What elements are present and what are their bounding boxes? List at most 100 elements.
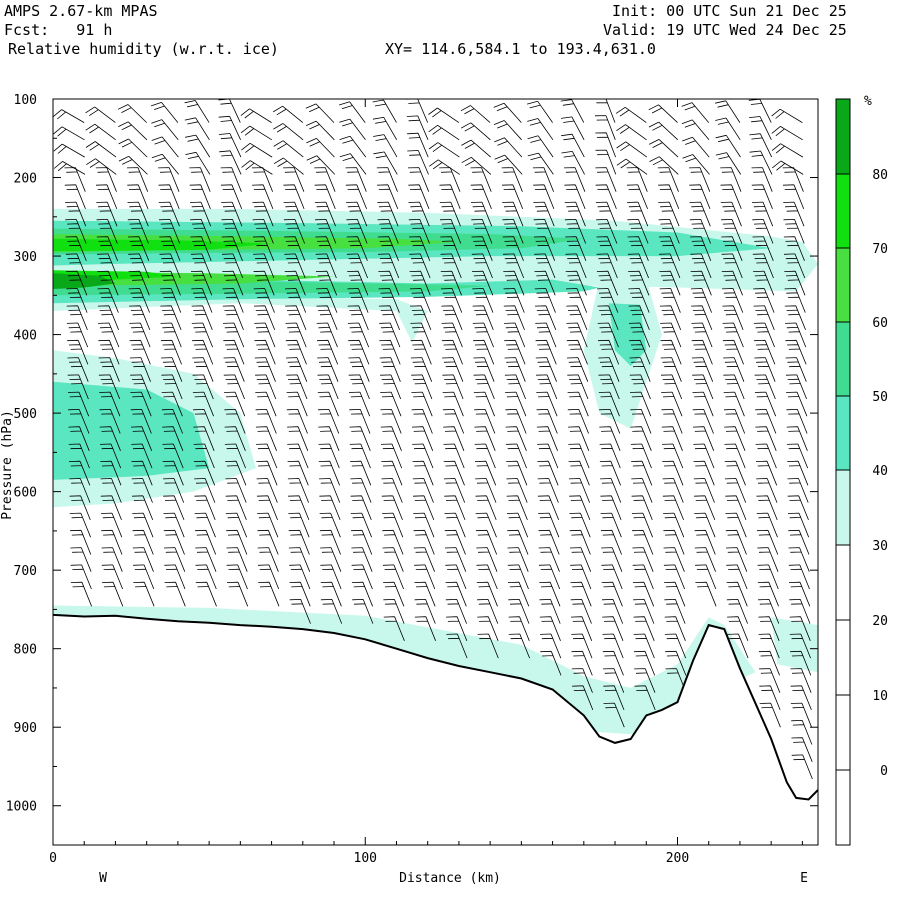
wind-barb [218, 99, 241, 123]
wind-barb [160, 322, 182, 348]
wind-barb [603, 702, 625, 728]
wind-barb [445, 564, 467, 590]
wind-barb [751, 184, 773, 210]
wind-barb [567, 409, 589, 434]
wind-barb [690, 236, 712, 261]
wind-barb [726, 581, 748, 607]
wind-barb [441, 322, 463, 348]
wind-barb [442, 391, 464, 417]
wind-barb [85, 106, 116, 123]
wind-barb [503, 305, 525, 331]
wind-barb-column [715, 100, 749, 659]
wind-barb [99, 443, 122, 469]
wind-barb [131, 478, 153, 503]
wind-barb [351, 581, 373, 607]
wind-barb [218, 133, 242, 158]
wind-barb [501, 184, 524, 210]
wind-barb [351, 547, 373, 572]
wind-barb [527, 135, 554, 158]
wind-barb [221, 253, 244, 279]
wind-barb [692, 391, 714, 417]
wind-barb [477, 633, 499, 659]
wind-barb [194, 512, 216, 538]
wind-barb [658, 184, 680, 210]
wind-barb [748, 99, 772, 123]
wind-barb-column [594, 99, 625, 728]
wind-barb [286, 374, 308, 400]
wind-barb [101, 547, 123, 572]
wind-barb [726, 599, 748, 624]
y-tick-label: 100 [14, 93, 37, 108]
wind-barb [628, 270, 650, 296]
wind-barb [443, 460, 465, 486]
wind-barb [784, 288, 806, 313]
wind-barb [695, 564, 717, 590]
wind-barb [306, 155, 336, 175]
color-legend: 80 70 60 50 40 30 20 10 0 [835, 98, 888, 846]
wind-barb [131, 495, 154, 521]
wind-barb [681, 119, 710, 141]
wind-barb [567, 374, 589, 400]
wind-barb [193, 443, 215, 469]
wind-barb [380, 443, 403, 469]
wind-barb [494, 154, 523, 175]
wind-barb [411, 426, 434, 451]
wind-barb [443, 426, 465, 451]
wind-barb [568, 443, 590, 469]
wind-barb [789, 599, 811, 624]
wind-barb [218, 115, 241, 140]
legend-swatch [836, 322, 850, 396]
wind-barb [98, 357, 120, 382]
wind-barb [493, 102, 522, 123]
wind-barb [598, 374, 620, 400]
wind-barb [663, 564, 685, 590]
wind-barb-column [460, 105, 499, 659]
wind-barb [413, 512, 435, 538]
wind-barb [723, 391, 745, 417]
wind-barb [631, 512, 653, 538]
axes-layer: 100 200 300 400 500 600 700 800 900 1000 0 100 200 [6, 93, 818, 866]
wind-barb [602, 616, 624, 641]
wind-barb [539, 599, 561, 624]
wind-barb [536, 426, 558, 451]
wind-barb [240, 108, 272, 123]
rh-region-16 [53, 273, 116, 289]
wind-barb [597, 288, 619, 313]
wind-barb [382, 512, 404, 538]
wind-barb-column [560, 99, 594, 711]
wind-barb [224, 426, 246, 451]
wind-barb [758, 599, 780, 624]
wind-barb [221, 201, 243, 227]
wind-barb [444, 547, 467, 572]
wind-barb [791, 737, 813, 762]
wind-barb [506, 495, 528, 521]
wind-barb [316, 322, 338, 348]
wind-barb [413, 547, 435, 572]
wind-barb [473, 391, 495, 417]
wind-barb [602, 633, 624, 659]
wind-barb [784, 305, 806, 331]
wind-barb [564, 184, 586, 210]
wind-barb [193, 460, 216, 486]
wind-barb [595, 201, 617, 227]
wind-barb [372, 116, 398, 141]
terrain-mask [53, 614, 818, 845]
y-tick-label: 500 [14, 407, 37, 422]
wind-barb [100, 478, 122, 503]
wind-barb [347, 288, 369, 313]
wind-barb [658, 201, 680, 227]
wind-barb [306, 120, 335, 141]
wind-barb [163, 512, 185, 538]
wind-barb [67, 374, 89, 400]
wind-barb [475, 512, 497, 538]
wind-barb [192, 339, 214, 365]
wind-barb [597, 322, 619, 348]
wind-barb [316, 305, 338, 331]
wind-barb [757, 547, 779, 572]
wind-barb [471, 270, 494, 296]
wind-barb [474, 460, 497, 486]
wind-barb [257, 529, 279, 555]
wind-barb [715, 100, 741, 123]
wind-barb [720, 184, 742, 210]
wind-barb [319, 512, 341, 538]
